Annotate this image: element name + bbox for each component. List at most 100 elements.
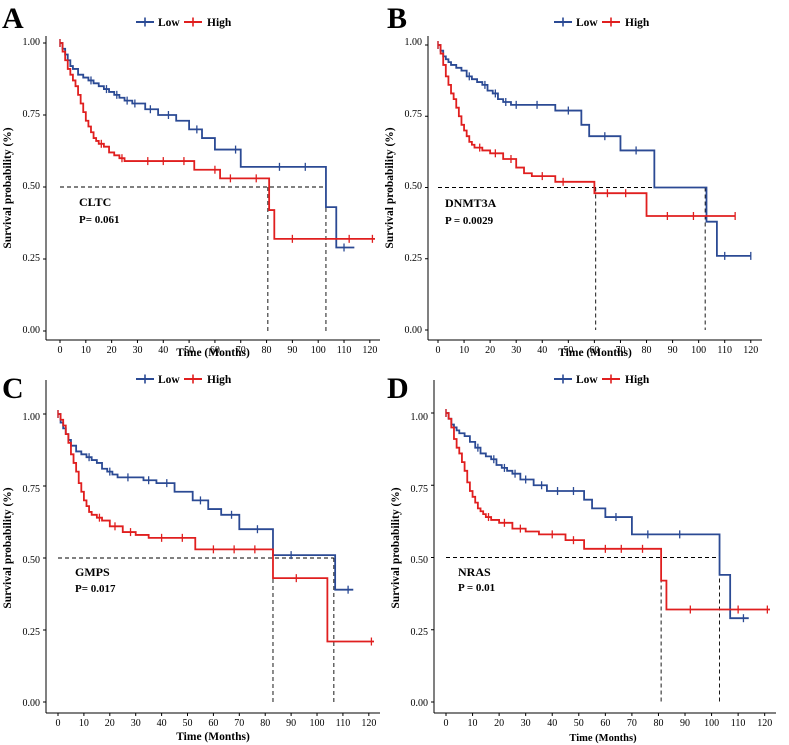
y-tick-label: 0.75 [405,109,423,120]
survival-curve-high [60,42,375,240]
x-tick-label: 120 [743,345,758,356]
x-tick-label: 20 [107,345,117,356]
x-tick-label: 100 [704,718,719,729]
x-tick-label: 90 [668,345,678,356]
x-axis-title: Time (Months) [176,347,250,359]
gene-label: GMPS [75,565,110,579]
y-tick-label: 0.50 [23,181,41,192]
x-tick-label: 90 [680,718,690,729]
legend-high-label: High [207,374,232,386]
y-tick-label: 0.25 [23,253,41,264]
y-tick-label: 0.00 [23,325,41,336]
x-tick-label: 20 [485,345,495,356]
x-tick-label: 110 [336,718,351,729]
y-ticks: 0.00 0.25 0.50 0.75 1.00 [23,37,46,336]
x-axis-title: Time (Months) [558,347,632,359]
y-tick-label: 0.00 [23,698,41,709]
y-axis-title: Survival probability (%) [2,487,14,608]
legend: Low High [136,374,232,386]
x-tick-label: 120 [361,718,376,729]
x-tick-label: 30 [511,345,521,356]
x-tick-label: 10 [468,718,478,729]
x-tick-label: 10 [459,345,469,356]
x-tick-label: 110 [717,345,732,356]
x-tick-label: 20 [105,718,115,729]
panel-letter: A [2,2,24,35]
y-tick-label: 0.00 [405,325,423,336]
legend: Low High [554,17,650,29]
x-tick-label: 100 [311,345,326,356]
legend: Low High [136,17,232,29]
reference-lines [60,186,327,331]
survival-curves [445,409,770,623]
x-tick-label: 80 [262,345,272,356]
p-value-label: P= 0.017 [75,583,116,595]
legend-low-label: Low [158,17,180,29]
p-value-label: P= 0.061 [79,214,120,226]
x-tick-label: 40 [158,345,168,356]
survival-curve-low [438,44,751,257]
x-tick-label: 30 [521,718,531,729]
x-tick-label: 90 [287,345,297,356]
y-tick-label: 0.25 [23,627,41,638]
x-axis-title: Time (Months) [569,733,637,744]
y-axis-title: Survival probability (%) [384,127,396,248]
x-tick-label: 60 [208,718,218,729]
legend-low-label: Low [158,374,180,386]
legend-high-label: High [207,17,232,29]
y-axis-title: Survival probability (%) [2,127,14,248]
y-tick-label: 0.75 [411,484,429,495]
x-axis-title: Time (Months) [176,731,250,743]
panel-letter: B [387,2,407,35]
x-tick-label: 10 [81,345,91,356]
y-ticks: 0.00 0.25 0.50 0.75 1.00 [23,412,46,709]
x-tick-label: 100 [691,345,706,356]
survival-curve-low [446,412,749,620]
legend: Low High [554,374,650,386]
x-tick-label: 80 [260,718,270,729]
legend-low-label: Low [576,374,598,386]
gene-label: CLTC [79,195,111,209]
x-tick-label: 70 [236,345,246,356]
legend-high-label: High [625,374,650,386]
panel-b: B Low High 0.00 0.25 0.50 0.75 1.00 0 10 2… [384,2,762,359]
x-tick-label: 0 [58,345,63,356]
x-tick-label: 30 [131,718,141,729]
panel-a: A Low High 0.00 0.25 0.50 0.75 1.00 0 10 2… [2,2,380,359]
x-ticks: 0 10 20 30 40 50 60 70 80 90 100 110 120 [56,713,376,729]
y-tick-label: 0.25 [405,253,423,264]
x-tick-label: 60 [589,345,599,356]
x-tick-label: 70 [627,718,637,729]
y-tick-label: 1.00 [411,412,429,423]
panel-letter: C [2,372,24,405]
x-tick-label: 20 [494,718,504,729]
x-tick-label: 70 [234,718,244,729]
x-tick-label: 0 [444,718,449,729]
x-tick-label: 40 [537,345,547,356]
reference-lines [438,187,706,330]
x-tick-label: 110 [731,718,746,729]
x-ticks: 0 10 20 30 40 50 60 70 80 90 100 110 120 [436,340,758,356]
y-tick-label: 0.75 [23,484,41,495]
reference-lines [58,557,335,702]
survival-curve-low [60,42,355,249]
x-tick-label: 80 [653,718,663,729]
x-tick-label: 30 [132,345,142,356]
gene-label: NRAS [458,565,491,579]
reference-lines [446,557,720,702]
gene-label: DNMT3A [445,196,497,210]
x-tick-label: 50 [563,345,573,356]
panel-letter: D [387,372,409,405]
x-tick-label: 90 [286,718,296,729]
survival-curve-high [58,413,374,643]
y-tick-label: 0.25 [411,627,429,638]
x-tick-label: 120 [362,345,377,356]
x-tick-label: 70 [615,345,625,356]
y-ticks: 0.00 0.25 0.50 0.75 1.00 [405,37,428,336]
p-value-label: P = 0.01 [458,582,495,594]
x-tick-label: 60 [210,345,220,356]
y-tick-label: 0.50 [23,555,41,566]
x-tick-label: 60 [600,718,610,729]
x-tick-label: 40 [157,718,167,729]
